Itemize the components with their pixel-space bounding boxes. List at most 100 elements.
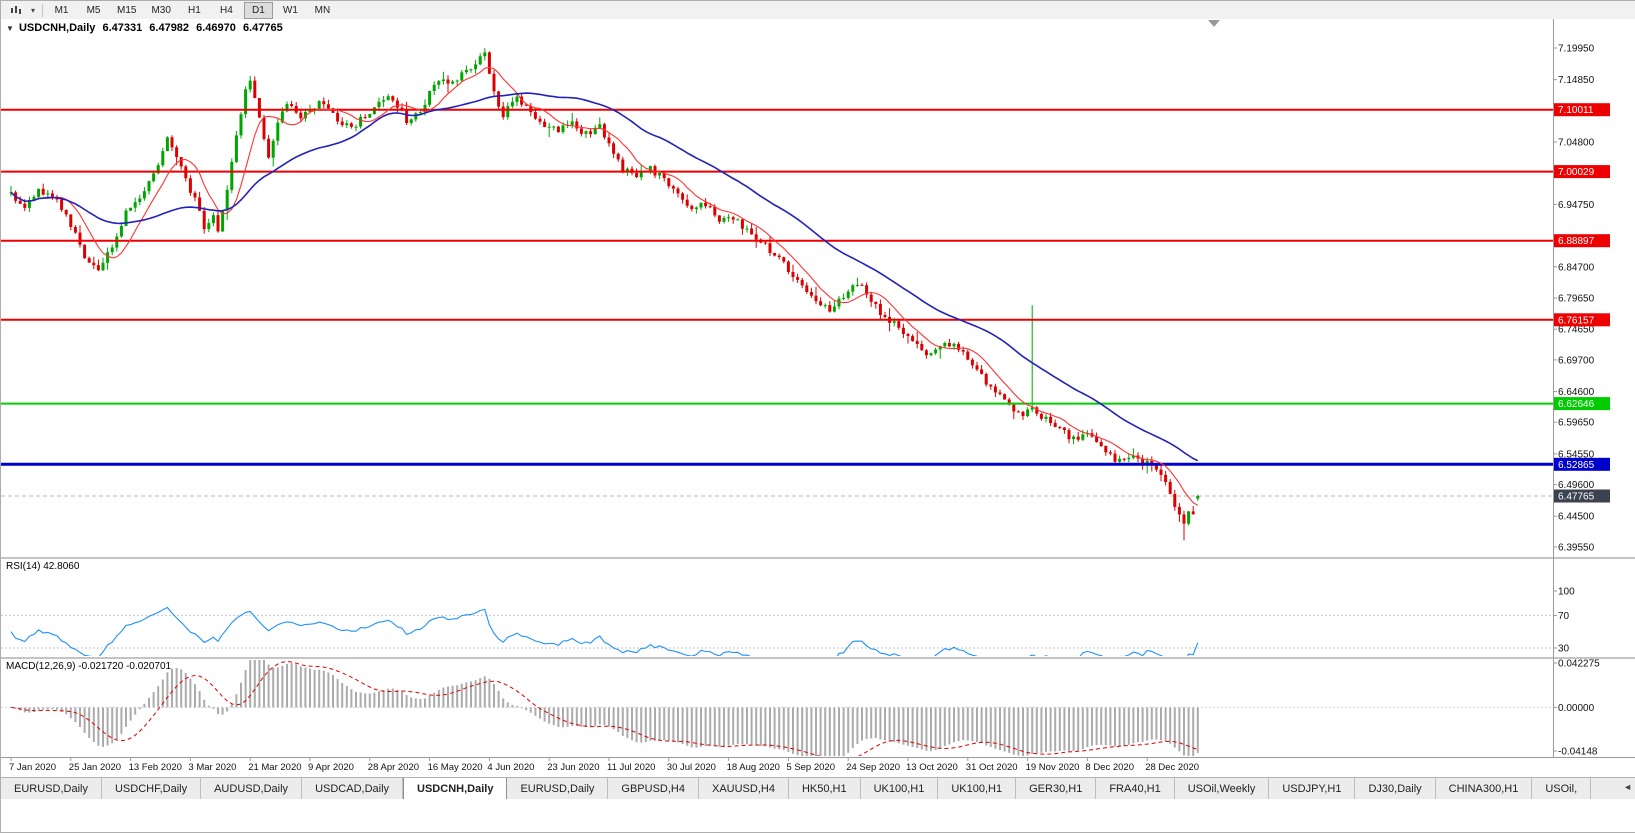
chart-tab-xauusd-h4[interactable]: XAUUSD,H4: [698, 778, 789, 799]
svg-text:7.00029: 7.00029: [1558, 167, 1595, 178]
date-axis-label: 13 Oct 2020: [906, 762, 958, 773]
macd-axis-label: 0.042275: [1558, 659, 1600, 670]
chart-tab-usoil[interactable]: USOil,: [1532, 778, 1592, 799]
rsi-line: [10, 606, 1199, 656]
chart-tab-usoil-weekly[interactable]: USOil,Weekly: [1174, 778, 1270, 799]
svg-text:6.76157: 6.76157: [1558, 315, 1595, 326]
rsi-panel[interactable]: [1, 606, 1553, 669]
macd-panel[interactable]: [1, 654, 1553, 764]
current-price-badge: 6.47765: [1554, 489, 1610, 503]
date-axis-label: 31 Oct 2020: [966, 762, 1018, 773]
ohlc-open-value: 6.47331: [102, 22, 143, 34]
timeframe-button-group: M1 M5 M15 M30 H1 H4 D1 W1 MN: [47, 1, 337, 19]
timeframe-button-M15[interactable]: M15: [117, 4, 137, 16]
panel-splitter[interactable]: [1, 557, 1635, 559]
date-axis-label: 28 Apr 2020: [368, 762, 419, 773]
chart-symbol-title: USDCNH,Daily: [18, 22, 96, 34]
price-axis-label: 6.69700: [1558, 355, 1595, 366]
date-axis-label: 21 Mar 2020: [248, 762, 301, 773]
chart-tab-dj30-daily[interactable]: DJ30,Daily: [1355, 778, 1436, 799]
chart-type-icon[interactable]: [4, 2, 28, 19]
level-price-badge: 7.10011: [1554, 103, 1610, 117]
chart-tab-usdcnh-daily[interactable]: USDCNH,Daily: [403, 778, 508, 799]
date-axis-label: 23 Jun 2020: [547, 762, 599, 773]
date-axis-label: 16 May 2020: [428, 762, 483, 773]
date-axis-label: 3 Mar 2020: [188, 762, 236, 773]
chart-tab-uk100-h1[interactable]: UK100,H1: [860, 778, 939, 799]
price-axis-label: 6.64600: [1558, 387, 1595, 398]
level-price-badge: 6.62646: [1554, 397, 1610, 410]
chart-tab-audusd-daily[interactable]: AUDUSD,Daily: [201, 778, 303, 799]
timeframe-button-M5[interactable]: M5: [86, 4, 101, 16]
chart-tab-list: EURUSD,Daily USDCHF,Daily AUDUSD,Daily USDC…: [1, 778, 1635, 799]
moving-average-line-8: [10, 66, 1199, 506]
timeframe-button-D1[interactable]: D1: [243, 1, 273, 19]
chart-toolbar: ▾ M1 M5 M15 M30 H1 H4 D1 W1 MN: [1, 1, 1635, 20]
price-axis-label: 6.39550: [1558, 542, 1595, 553]
ohlc-low-value: 6.46970: [196, 22, 236, 34]
ohlc-close-value: 6.47765: [242, 22, 283, 34]
date-axis-label: 28 Dec 2020: [1145, 762, 1199, 773]
price-axis-label: 6.44500: [1558, 512, 1595, 523]
collapse-arrow-icon[interactable]: ▼: [6, 24, 14, 33]
date-axis-label: 8 Dec 2020: [1085, 762, 1134, 773]
level-price-badge: 6.88897: [1554, 234, 1610, 247]
main-price-panel[interactable]: [1, 48, 1553, 541]
candlestick-chart-glyph: [11, 6, 21, 14]
timeframe-button-H4[interactable]: H4: [220, 4, 233, 16]
chart-tab-usdcad-daily[interactable]: USDCAD,Daily: [302, 778, 404, 799]
chart-tab-gbpusd-h4[interactable]: GBPUSD,H4: [608, 778, 699, 799]
timeframe-button-M1[interactable]: M1: [54, 4, 69, 16]
timeframe-button-M30[interactable]: M30: [151, 4, 171, 16]
macd-axis-label: 0.00000: [1558, 703, 1595, 714]
date-axis-label: 24 Sep 2020: [846, 762, 900, 773]
chart-tab-eurusd-daily[interactable]: EURUSD,Daily: [507, 778, 609, 799]
price-axis-label: 6.84700: [1558, 262, 1595, 273]
toolbar-separator: [42, 3, 44, 17]
rsi-axis-label: 70: [1558, 611, 1570, 622]
price-axis-label: 6.54550: [1558, 449, 1595, 460]
date-axis-label: 19 Nov 2020: [1026, 762, 1080, 773]
date-axis-label: 5 Sep 2020: [786, 762, 835, 773]
timeframe-button-W1[interactable]: W1: [282, 4, 298, 16]
ohlc-high-value: 6.47982: [149, 22, 190, 34]
svg-text:7.10011: 7.10011: [1558, 105, 1594, 116]
level-price-badge: 7.00029: [1554, 165, 1610, 178]
rsi-axis-label: 30: [1558, 644, 1570, 655]
macd-indicator-label: MACD(12,26,9) -0.021720 -0.020701: [6, 661, 172, 672]
rsi-indicator-label: RSI(14) 42.8060: [6, 561, 80, 572]
price-axis-label: 7.14850: [1558, 75, 1595, 86]
chart-tab-uk100-h1[interactable]: UK100,H1: [938, 778, 1017, 799]
date-axis-label: 13 Feb 2020: [129, 762, 182, 773]
date-axis-label: 9 Apr 2020: [308, 762, 354, 773]
price-axis-label: 6.74650: [1558, 325, 1595, 336]
chart-tab-usdchf-daily[interactable]: USDCHF,Daily: [101, 778, 202, 799]
chart-tab-ger30-h1[interactable]: GER30,H1: [1016, 778, 1097, 799]
svg-text:6.62646: 6.62646: [1558, 399, 1595, 410]
timeframe-button-H1[interactable]: H1: [188, 4, 201, 16]
rsi-axis-label: 100: [1558, 587, 1575, 598]
chart-tab-china300-h1[interactable]: CHINA300,H1: [1435, 778, 1533, 799]
timeframe-button-MN[interactable]: MN: [314, 4, 331, 16]
price-axis-label: 6.94750: [1558, 200, 1595, 211]
macd-signal-line: [10, 660, 1198, 756]
chart-tab-hk50-h1[interactable]: HK50,H1: [788, 778, 861, 799]
chart-shift-marker[interactable]: [1208, 20, 1220, 27]
chart-type-dropdown-icon[interactable]: ▾: [31, 5, 36, 15]
chart-tab-usdjpy-h1[interactable]: USDJPY,H1: [1269, 778, 1356, 799]
tab-scroll-left-icon[interactable]: ◄: [1620, 782, 1635, 792]
date-axis-label: 4 Jun 2020: [487, 762, 534, 773]
chart-ohlc-header: ▼ USDCNH,Daily 6.47331 6.47982 6.46970 6…: [6, 22, 287, 34]
level-price-badge: 6.76157: [1554, 313, 1610, 327]
price-axis-label: 6.79650: [1558, 294, 1595, 305]
chart-tab-fra40-h1[interactable]: FRA40,H1: [1096, 778, 1175, 799]
panel-splitter[interactable]: [1, 657, 1635, 659]
chart-tab-eurusd-daily[interactable]: EURUSD,Daily: [1, 778, 102, 799]
date-axis-label: 7 Jan 2020: [9, 762, 56, 773]
chart-canvas[interactable]: 7.19950 7.14850 7.04800 6.94750 6.84700 6.796…: [1, 19, 1635, 775]
date-axis-label: 11 Jul 2020: [607, 762, 655, 773]
svg-text:6.47765: 6.47765: [1558, 491, 1595, 502]
macd-axis-label: -0.04148: [1558, 747, 1598, 758]
chart-background: [1, 19, 1635, 775]
chart-tab-bar: EURUSD,Daily USDCHF,Daily AUDUSD,Daily USDC…: [1, 777, 1635, 799]
